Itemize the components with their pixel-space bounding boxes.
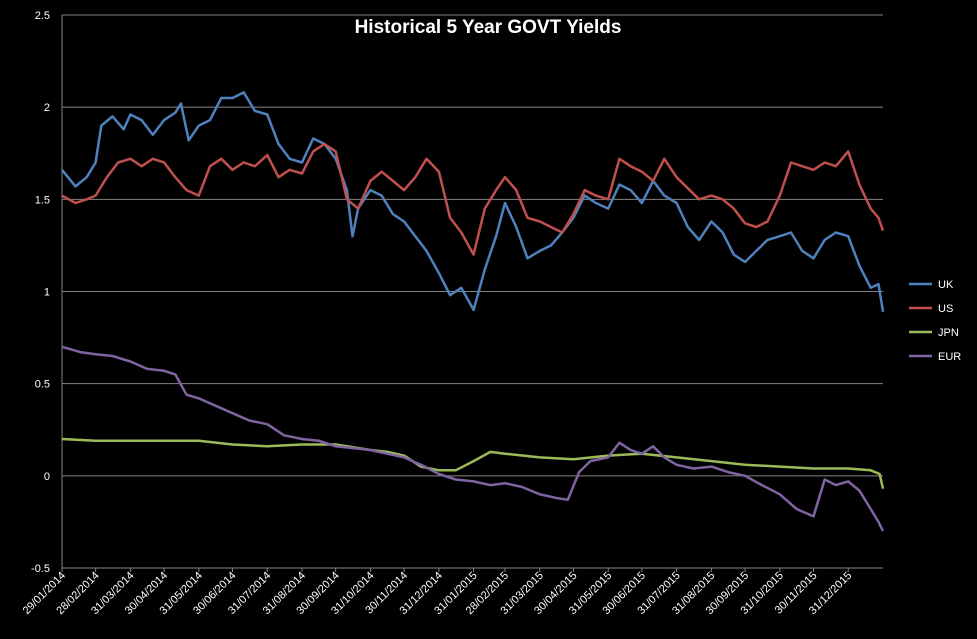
series-line-jpn — [61, 437, 885, 489]
y-tick-labels: 2.5 2 1.5 1 0.5 0 -0.5 — [31, 10, 50, 575]
legend: UK US JPN EUR — [909, 279, 961, 363]
y-tick-label: 1 — [44, 287, 50, 299]
legend-label-uk: UK — [938, 279, 954, 291]
legend-label-us: US — [938, 303, 953, 315]
y-tick-label: 2 — [44, 102, 50, 114]
y-tick-label: -0.5 — [31, 563, 50, 575]
series-line-uk — [61, 91, 885, 313]
chart-title: Historical 5 Year GOVT Yields — [355, 17, 622, 38]
legend-label-eur: EUR — [938, 351, 961, 363]
y-tick-label: 0.5 — [35, 379, 50, 391]
series-lines — [61, 91, 885, 532]
y-tick-label: 0 — [44, 471, 50, 483]
y-tick-label: 2.5 — [35, 10, 50, 22]
series-line-us — [61, 142, 885, 256]
y-tick-label: 1.5 — [35, 194, 50, 206]
series-line-eur — [61, 345, 885, 532]
legend-label-jpn: JPN — [938, 327, 959, 339]
